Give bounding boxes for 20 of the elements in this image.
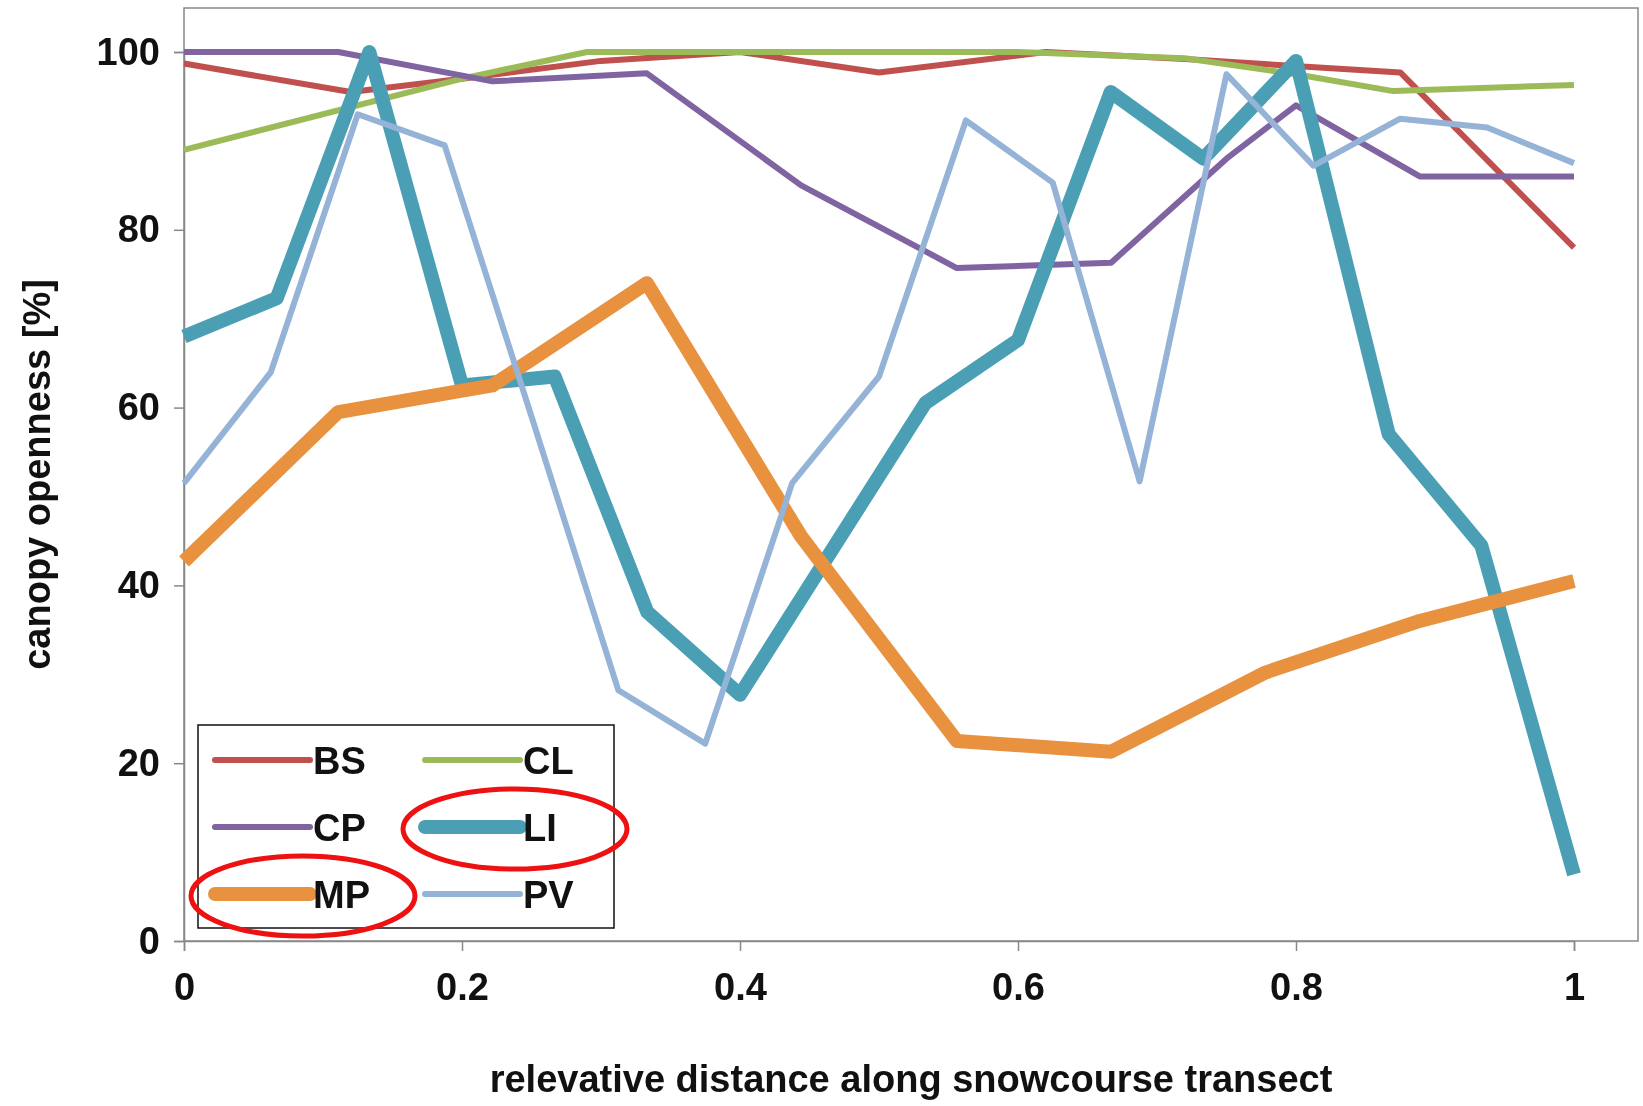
legend-label: LI <box>523 807 557 849</box>
x-tick-label: 0.2 <box>436 965 489 1008</box>
x-tick-label: 0.8 <box>1270 965 1323 1008</box>
y-tick-label: 60 <box>117 386 160 429</box>
x-tick-label: 0.6 <box>992 965 1045 1008</box>
y-tick-label: 20 <box>117 741 160 784</box>
y-tick-label: 40 <box>117 564 160 607</box>
x-axis-title: relevative distance along snowcourse transect <box>489 1058 1333 1100</box>
x-tick-label: 0.4 <box>714 965 767 1008</box>
x-tick-label: 1 <box>1563 965 1586 1008</box>
legend-label: MP <box>313 874 370 916</box>
legend-label: CL <box>523 740 574 782</box>
y-tick-label: 0 <box>138 919 160 962</box>
y-tick-label: 80 <box>117 208 160 251</box>
y-tick-label: 100 <box>96 30 160 73</box>
legend-label: BS <box>313 740 366 782</box>
legend-label: PV <box>523 874 575 916</box>
y-axis-title: canopy openness [%] <box>16 279 58 670</box>
legend-label: CP <box>313 807 366 849</box>
x-tick-label: 0 <box>173 965 196 1008</box>
